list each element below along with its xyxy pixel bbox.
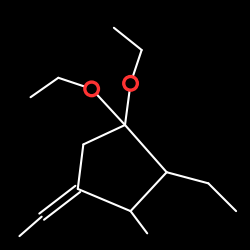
Circle shape: [126, 79, 135, 88]
Circle shape: [84, 81, 100, 97]
Circle shape: [123, 76, 138, 91]
Circle shape: [87, 84, 96, 93]
